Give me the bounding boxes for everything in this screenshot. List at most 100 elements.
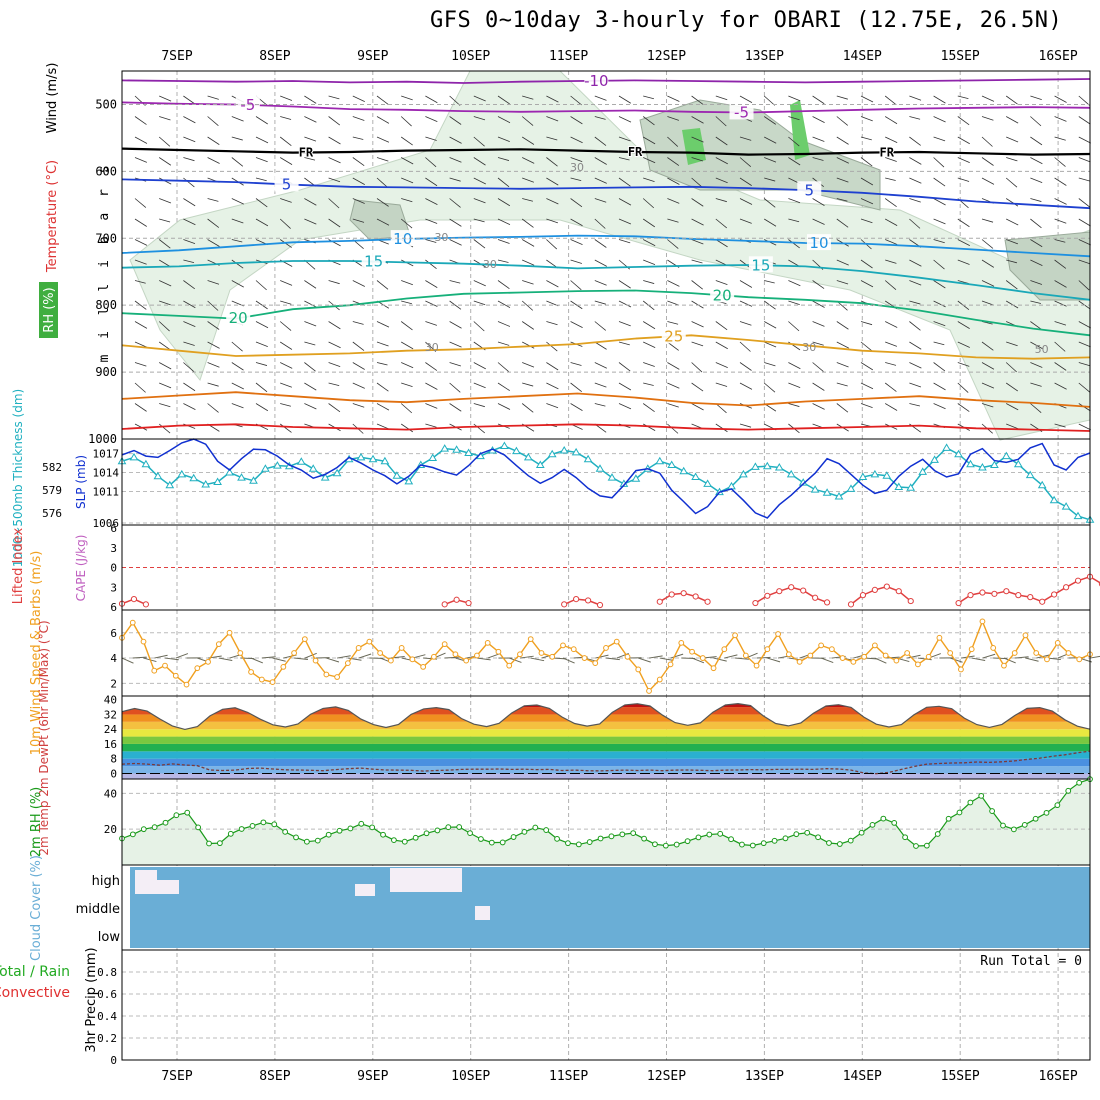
wind-barb <box>836 116 849 126</box>
series-point <box>1054 639 1061 646</box>
precip-panel: 0 0.2 0.4 0.6 0.8 Run Total = 0 3hr Precip (mm… <box>0 947 1090 1067</box>
wind-barb <box>358 653 372 659</box>
wind-barb <box>231 136 243 141</box>
run-total-label: Run Total = 0 <box>980 954 1082 969</box>
wind-barb <box>691 321 704 328</box>
wind-barb <box>521 321 535 330</box>
series-point <box>760 840 767 847</box>
series-point <box>858 472 868 480</box>
wind-barb <box>159 218 171 223</box>
wind-barb <box>715 95 728 101</box>
cloud-layer-label: low <box>98 930 121 945</box>
series-point <box>1076 779 1083 786</box>
series-point <box>194 665 201 672</box>
wind-barb <box>473 280 486 287</box>
wind-barb <box>509 657 522 663</box>
temp-band <box>122 758 1090 767</box>
wind-barb <box>134 136 148 144</box>
series-point <box>936 634 943 641</box>
wind-barb <box>570 95 582 106</box>
wind-barb <box>401 95 413 101</box>
series-point <box>812 594 819 601</box>
series-point <box>907 597 914 605</box>
wind-barb <box>449 218 462 227</box>
wind-barb <box>521 116 534 126</box>
wind-barb <box>1054 116 1067 122</box>
wind-barb <box>1078 198 1091 208</box>
wind-barb <box>158 341 171 351</box>
series-point <box>183 681 190 688</box>
series-point <box>355 645 362 651</box>
series-point <box>561 601 568 608</box>
series-point <box>151 667 158 674</box>
series-point <box>366 638 373 645</box>
series-point <box>523 452 533 461</box>
wind-barb <box>981 177 995 185</box>
wind-barb <box>473 403 485 408</box>
wind-barb <box>594 280 607 286</box>
series-point <box>656 598 663 605</box>
wind-barb <box>594 403 606 407</box>
wind-barb <box>328 382 340 387</box>
wind-barb <box>449 177 461 182</box>
wind-barb <box>715 198 727 203</box>
wind-barb <box>328 116 341 126</box>
series-point <box>979 589 986 596</box>
wind-barb <box>570 239 583 245</box>
wind-barb <box>763 218 777 227</box>
series-point <box>273 461 282 469</box>
wind-barb <box>497 198 511 207</box>
pressure-axis-label: m i l l i b a r s <box>97 161 112 362</box>
wind-barb <box>255 382 268 393</box>
wind-barb <box>255 403 269 412</box>
series-point <box>1025 470 1035 479</box>
series-point <box>543 827 550 833</box>
wind-barb <box>756 656 771 659</box>
series-point <box>1065 787 1072 794</box>
wind-barb <box>352 136 364 140</box>
wind-barb <box>667 218 679 223</box>
wind-barb <box>521 239 535 247</box>
wind-barb <box>425 239 437 243</box>
series-point <box>934 831 941 837</box>
wind-barb <box>885 218 898 226</box>
wind-barb <box>121 657 134 664</box>
wind-barb <box>860 280 874 288</box>
series-point <box>619 831 626 838</box>
wind-barb <box>328 177 341 183</box>
rh-panel: 20 40 2m RH (%) <box>29 776 1093 865</box>
temp-band <box>122 773 1090 779</box>
series-point <box>398 645 405 651</box>
wind-barb <box>231 341 243 352</box>
temp-tick-label: 32 <box>104 708 117 721</box>
wind-barb <box>909 259 922 267</box>
wind-barb <box>134 198 147 208</box>
freezing-level-label: FR <box>628 145 643 159</box>
wind-barb <box>352 403 365 408</box>
wind-barb <box>570 382 582 393</box>
series-point <box>930 455 939 463</box>
wind-barb <box>546 362 559 371</box>
series-point <box>392 471 402 479</box>
wind-barb <box>449 157 462 163</box>
wind-barb <box>1078 280 1090 291</box>
series-point <box>906 483 916 491</box>
wind-barb <box>1006 157 1018 162</box>
wind-barb <box>618 382 632 391</box>
series-point <box>129 831 136 838</box>
wind-barb <box>715 157 728 165</box>
series-point <box>140 638 147 645</box>
wind-barb <box>158 423 171 434</box>
wind-barb <box>231 259 244 269</box>
wind-barb <box>957 259 970 265</box>
series-point <box>560 642 566 649</box>
wind-barb <box>159 300 171 306</box>
day-label-bottom: 7SEP <box>161 1069 192 1084</box>
series-point <box>249 476 258 484</box>
wind-barb <box>812 382 825 391</box>
series-point <box>990 645 997 651</box>
series-point <box>499 839 506 846</box>
series-point <box>775 631 781 637</box>
wind-barb <box>594 116 606 120</box>
wind-barb <box>255 362 268 366</box>
